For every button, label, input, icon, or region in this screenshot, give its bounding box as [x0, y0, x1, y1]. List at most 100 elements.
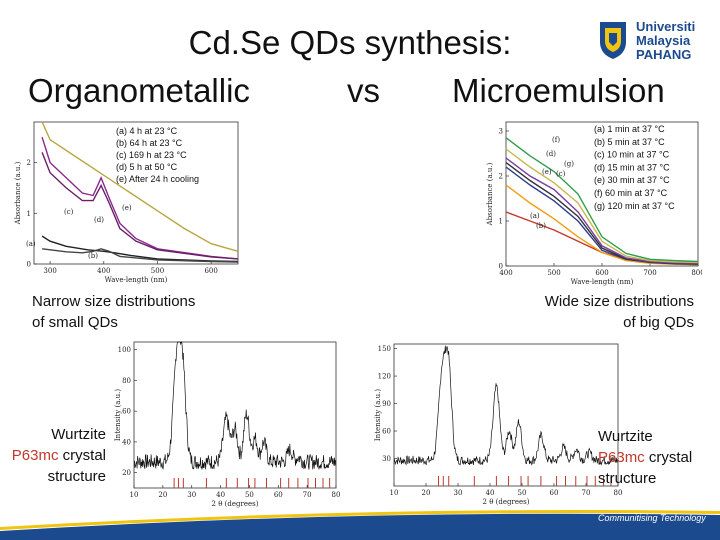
right-p63-line: P63mc crystal — [598, 447, 718, 468]
abs-organo-series-e — [41, 121, 239, 252]
abs-micro-x-tick-label: 700 — [643, 269, 656, 277]
abs-micro-series-e — [505, 157, 699, 264]
xrd-organo-y-tick-label: 60 — [122, 408, 131, 416]
xrd-micro-y-tick-label: 60 — [382, 428, 391, 436]
abs-micro-y-tick-label: 3 — [499, 128, 503, 136]
xrd-organo-x-axis-label: 2 θ (degrees) — [212, 500, 259, 508]
abs-micro-legend-entry: (f) 60 min at 37 °C — [594, 188, 668, 198]
xrd-organo-diffraction-pattern — [133, 341, 336, 470]
abs-organo-legend-entry: (b) 64 h at 23 °C — [116, 138, 183, 148]
abs-micro-curve-label: (a) — [530, 212, 540, 220]
abs-micro-legend-entry: (g) 120 min at 37 °C — [594, 201, 675, 211]
xrd-organo-plot-frame — [133, 341, 337, 489]
right-caption-line2: of big QDs — [623, 314, 694, 331]
xrd-micro-x-tick-label: 10 — [390, 489, 399, 497]
abs-micro-curve-label: (c) — [556, 170, 566, 178]
footer-bar: Communitising Technology — [0, 505, 720, 540]
abs-micro-x-tick-label: 600 — [595, 269, 608, 277]
abs-micro-series-g — [505, 137, 699, 263]
right-structure: structure — [598, 470, 657, 487]
left-p63: P63mc — [11, 447, 59, 464]
abs-organo-plot-frame — [33, 121, 239, 265]
abs-micro-legend-entry: (d) 15 min at 37 °C — [594, 162, 670, 172]
title-vs: vs — [347, 72, 380, 109]
abs-micro-x-tick-label: 500 — [547, 269, 560, 277]
chart-organometallic-absorbance: 300 400 500 600 0 1 2 Wave-length (nm) Absorbanc… — [14, 121, 239, 284]
abs-micro-curve-label: (b) — [536, 222, 546, 230]
xrd-micro-x-axis-label: 2 θ (degrees) — [483, 498, 530, 506]
abs-micro-curve-label: (g) — [564, 160, 574, 168]
logo-line2: Malaysia — [636, 33, 691, 48]
abs-organo-curve-label: (b) — [88, 252, 98, 260]
xrd-micro-y-tick-label: 150 — [378, 345, 391, 353]
abs-organo-curve-label: (d) — [94, 216, 104, 224]
chart-microemulsion-xrd: 10 20 30 40 50 60 70 80 30 60 90 120 150 2 θ (degrees… — [374, 343, 622, 506]
xrd-micro-y-axis-label: Intensity (a.u.) — [374, 389, 382, 441]
abs-micro-x-axis-label: Wave-length (nm) — [571, 278, 634, 286]
xrd-organo-y-tick-label: 40 — [122, 438, 131, 446]
abs-organo-y-tick-label: 1 — [27, 210, 31, 218]
abs-organo-series-b — [42, 248, 239, 263]
footer-text: Communitising Technology — [598, 513, 706, 523]
abs-organo-x-tick-label: 600 — [204, 267, 217, 275]
abs-organo-y-axis-label: Absorbance (a.u.) — [14, 161, 22, 225]
slide-title-line1: Cd.Se QDs synthesis: — [188, 24, 512, 61]
xrd-organo-x-tick-label: 80 — [332, 491, 340, 499]
abs-micro-legend-entry: (a) 1 min at 37 °C — [594, 124, 665, 134]
right-crystal: crystal — [648, 449, 693, 466]
logo-line1: Universiti — [636, 19, 696, 34]
abs-organo-curve-label: (a) — [26, 240, 36, 248]
xrd-organo-y-tick-label: 80 — [122, 377, 131, 385]
right-caption-line1: Wide size distributions — [544, 293, 694, 310]
abs-organo-legend-entry: (e) After 24 h cooling — [116, 174, 199, 184]
abs-micro-legend-entry: (e) 30 min at 37 °C — [594, 175, 670, 185]
left-caption-line1: Narrow size distributions — [32, 293, 196, 310]
xrd-micro-y-tick-label: 30 — [382, 455, 391, 463]
xrd-micro-y-tick-label: 90 — [382, 400, 391, 408]
left-wurtzite-label: Wurtzite P63mc crystal structure — [4, 424, 106, 487]
xrd-micro-x-tick-label: 80 — [614, 489, 622, 497]
logo-line3: PAHANG — [636, 47, 692, 62]
title-microemulsion: Microemulsion — [452, 72, 665, 109]
abs-organo-series-c — [41, 136, 239, 260]
xrd-organo-y-tick-label: 20 — [122, 469, 131, 477]
xrd-organo-x-tick-label: 60 — [274, 491, 283, 499]
abs-organo-legend-entry: (d) 5 h at 50 °C — [116, 162, 178, 172]
left-p63-line: P63mc crystal — [4, 445, 106, 466]
xrd-organo-x-tick-label: 40 — [216, 491, 225, 499]
xrd-organo-y-axis-label: Intensity (a.u.) — [114, 389, 122, 441]
xrd-micro-diffraction-pattern — [393, 345, 618, 466]
chart-organometallic-xrd: 10 20 30 40 50 60 70 80 20 40 60 80 100 2 θ (degrees)… — [114, 341, 340, 508]
abs-micro-curve-label: (e) — [542, 168, 552, 176]
xrd-organo-x-tick-label: 20 — [158, 491, 167, 499]
abs-micro-y-axis-label: Absorbance (a.u.) — [486, 162, 494, 226]
abs-organo-x-tick-label: 400 — [97, 267, 110, 275]
xrd-organo-y-tick-label: 100 — [118, 346, 131, 354]
xrd-organo-x-tick-label: 30 — [187, 491, 196, 499]
abs-micro-legend-entry: (b) 5 min at 37 °C — [594, 137, 665, 147]
abs-micro-legend-entry: (c) 10 min at 37 °C — [594, 150, 670, 160]
xrd-micro-x-tick-label: 60 — [550, 489, 559, 497]
xrd-micro-x-tick-label: 30 — [454, 489, 463, 497]
xrd-micro-x-tick-label: 20 — [422, 489, 431, 497]
abs-organo-y-tick-label: 2 — [27, 159, 31, 167]
abs-micro-x-tick-label: 400 — [499, 269, 512, 277]
left-structure: structure — [47, 468, 106, 485]
xrd-micro-x-tick-label: 40 — [486, 489, 495, 497]
xrd-organo-x-tick-label: 10 — [130, 491, 139, 499]
abs-micro-y-tick-label: 1 — [499, 218, 503, 226]
abs-organo-series-d — [41, 152, 239, 260]
abs-organo-x-axis-label: Wave-length (nm) — [105, 276, 168, 284]
xrd-organo-x-tick-label: 50 — [245, 491, 254, 499]
xrd-micro-x-tick-label: 50 — [518, 489, 527, 497]
right-wurtzite-label: Wurtzite P63mc crystal structure — [598, 426, 718, 489]
abs-organo-x-tick-label: 300 — [43, 267, 56, 275]
left-wurtzite: Wurtzite — [51, 426, 106, 443]
abs-organo-y-tick-label: 0 — [27, 261, 31, 269]
abs-micro-y-tick-label: 0 — [499, 263, 503, 271]
abs-organo-legend-entry: (a) 4 h at 23 °C — [116, 126, 178, 136]
ump-logo: Universiti Malaysia PAHANG — [596, 18, 706, 64]
abs-micro-y-tick-label: 2 — [499, 173, 503, 181]
abs-micro-curve-label: (f) — [552, 136, 560, 144]
abs-organo-curve-label: (c) — [64, 208, 74, 216]
